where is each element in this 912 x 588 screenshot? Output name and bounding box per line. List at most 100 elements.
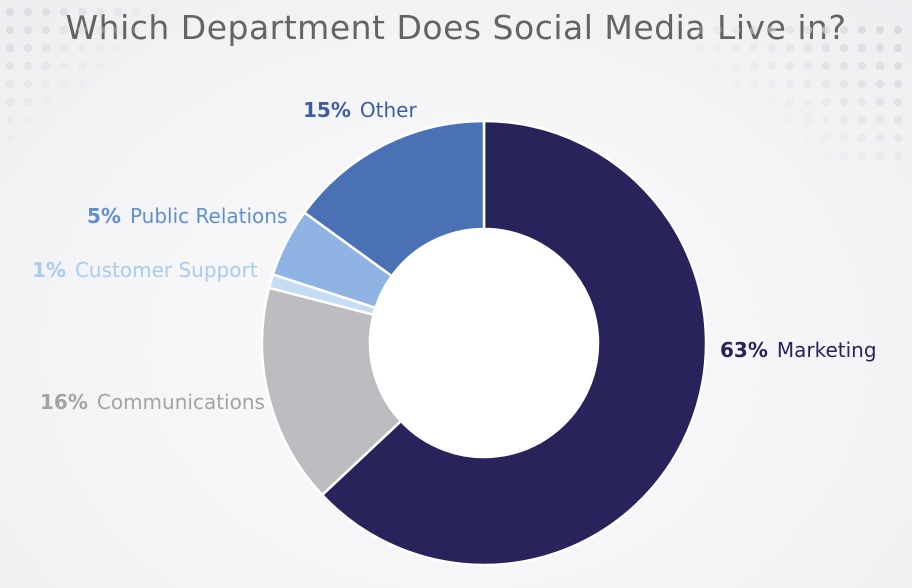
decorative-dot [821,151,831,161]
decorative-dot [5,25,15,35]
decorative-dot [167,7,177,17]
decorative-dot [767,79,777,89]
decorative-dot [5,79,15,89]
decorative-dot [857,151,867,161]
slice-name: Marketing [777,338,877,362]
decorative-dot [767,43,777,53]
decorative-dot [875,61,885,71]
decorative-dot [41,43,51,53]
decorative-dot [839,133,849,143]
decorative-dot [23,97,33,107]
decorative-dot [875,43,885,53]
decorative-dot [821,79,831,89]
decorative-dot [41,25,51,35]
decorative-dot [893,43,903,53]
decorative-dot [731,43,741,53]
decorative-dot [23,61,33,71]
decorative-dot [839,151,849,161]
decorative-dot [767,25,777,35]
slice-name: Other [360,98,418,122]
decorative-dot [786,134,794,142]
decorative-dot [696,62,704,70]
decorative-dot [131,43,141,53]
decorative-dot [767,61,777,71]
decorative-dot [893,79,903,89]
decorative-dot [731,61,741,71]
decorative-dot [768,116,776,124]
slice-percent: 63% [720,338,768,362]
slice-name: Communications [97,390,265,414]
decorative-dot [803,97,813,107]
donut-hole [371,230,597,456]
decorative-dot [749,43,759,53]
slice-percent: 16% [40,390,88,414]
decorative-dot [23,79,33,89]
decorative-dot [77,43,87,53]
decorative-dot [839,43,849,53]
decorative-dot [731,25,741,35]
decorative-dot [41,97,51,107]
decorative-dot [839,79,849,89]
decorative-dot [839,61,849,71]
decorative-dot [893,25,903,35]
decorative-dot [113,7,123,17]
chart-title: Which Department Does Social Media Live … [65,8,847,47]
decorative-dot [893,115,903,125]
slice-label-other: 15% Other [303,98,417,122]
decorative-dot [875,115,885,125]
slice-name: Customer Support [75,258,258,282]
decorative-dot [839,25,849,35]
decorative-dot [839,115,849,125]
decorative-dot [821,61,831,71]
decorative-dot [785,79,795,89]
decorative-dot [893,133,903,143]
decorative-dot [149,25,159,35]
decorative-dot [77,7,87,17]
decorative-dot [803,43,813,53]
decorative-dot [41,79,51,89]
decorative-dot [149,7,159,17]
decorative-dot [131,7,141,17]
decorative-dot [821,25,831,35]
decorative-dot [875,25,885,35]
decorative-dot [713,61,723,71]
decorative-dot [95,25,105,35]
slice-percent: 15% [303,98,351,122]
slice-label-communications: 16% Communications [40,390,265,414]
slice-name: Public Relations [130,204,287,228]
decorative-dot [695,43,705,53]
decorative-dot [821,97,831,107]
decorative-dot [59,25,69,35]
decorative-dot [95,43,105,53]
decorative-dot [857,61,867,71]
decorative-dot [23,115,33,125]
decorative-dot [785,43,795,53]
slice-label-customer-support: 1% Customer Support [32,258,258,282]
decorative-dot [821,115,831,125]
decorative-dot [5,61,15,71]
decorative-dot [785,97,795,107]
slice-percent: 1% [32,258,66,282]
decorative-dot [785,25,795,35]
decorative-dot [749,25,759,35]
decorative-dot [23,25,33,35]
decorative-dot [839,97,849,107]
decorative-dot [749,79,759,89]
decorative-dot [803,79,813,89]
decorative-dot [113,43,123,53]
decorative-dot [113,25,123,35]
decorative-dot [875,79,885,89]
slice-percent: 5% [87,204,121,228]
slice-label-public-relations: 5% Public Relations [87,204,287,228]
decorative-dot [803,133,813,143]
decorative-dot [77,25,87,35]
decorative-dot [893,151,903,161]
decorative-dot [59,61,69,71]
decorative-dot [893,61,903,71]
decorative-dot [713,25,723,35]
decorative-dot [803,25,813,35]
decorative-dot [41,115,51,125]
decorative-dot [875,151,885,161]
decorative-dot [821,133,831,143]
